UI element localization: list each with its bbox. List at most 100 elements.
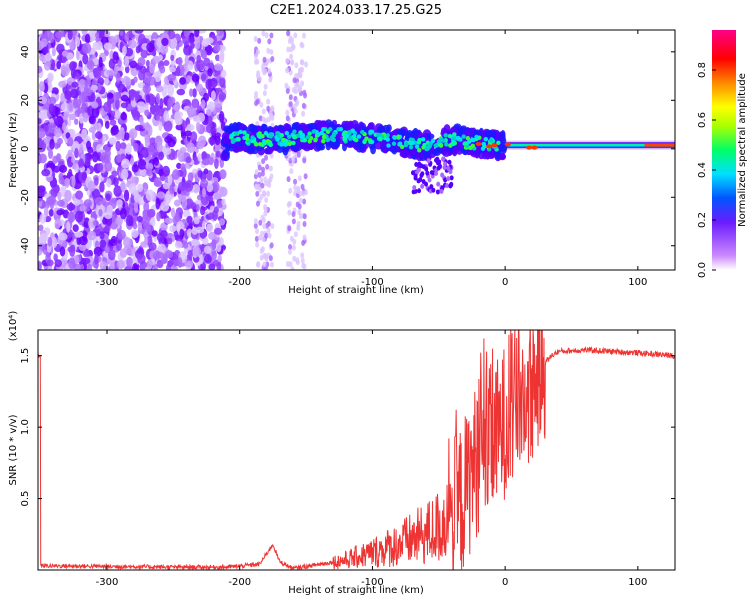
- spectrogram-speckle: [71, 81, 79, 88]
- spectrogram-speckle: [151, 217, 156, 227]
- spectrogram-speckle: [57, 191, 62, 201]
- spectrogram-trace-core: [399, 144, 405, 150]
- spectrogram-trace-blob: [413, 173, 418, 179]
- spectrogram-trace-blob: [500, 145, 507, 154]
- spectrogram-speckle: [163, 120, 173, 132]
- spectrogram-trace-blob: [429, 184, 434, 190]
- spectrogram-speckle: [73, 198, 81, 206]
- spectrogram-speckle: [133, 201, 139, 213]
- spectrogram-speckle: [108, 137, 117, 145]
- spectrogram-speckle: [93, 67, 102, 79]
- spectrogram-speckle: [201, 187, 207, 198]
- spectrogram-trace-core: [422, 142, 427, 148]
- spectrogram-speckle: [92, 219, 99, 227]
- spectrogram-speckle: [177, 57, 183, 66]
- spectrogram-x-label: Height of straight line (km): [288, 285, 424, 296]
- spectrogram-speckle: [115, 216, 123, 226]
- spectrogram-speckle: [67, 137, 74, 147]
- spectrogram-speckle: [260, 182, 265, 189]
- spectrogram-speckle: [255, 241, 260, 248]
- spectrogram-speckle: [81, 128, 88, 141]
- spectrogram-speckle: [170, 54, 175, 62]
- spectrogram-trace-core: [282, 141, 287, 147]
- spectrogram-speckle: [290, 266, 295, 270]
- spectrogram-speckle: [258, 219, 263, 226]
- spectrogram-speckle: [177, 257, 183, 268]
- spectrogram-speckle: [213, 43, 221, 53]
- spectrogram-speckle: [71, 156, 76, 164]
- colorbar-tick-label: 0.8: [697, 62, 708, 78]
- spectrogram-speckle: [147, 208, 156, 218]
- spectrogram-speckle: [106, 69, 115, 76]
- spectrogram-speckle: [65, 132, 71, 139]
- spectrogram-speckle: [137, 159, 147, 170]
- spectrogram-trace-core: [256, 133, 262, 139]
- spectrogram-trace-core: [463, 141, 469, 146]
- spectrogram-speckle: [217, 254, 222, 263]
- spectrogram-trace-core: [416, 140, 422, 145]
- spectrogram-trace-blob: [426, 133, 435, 140]
- spectrogram-speckle: [96, 41, 103, 51]
- spectrogram-speckle: [263, 68, 268, 75]
- spectrogram-speckle: [56, 60, 62, 70]
- spectrogram-speckle: [112, 51, 119, 61]
- spectrogram-speckle: [88, 127, 97, 134]
- spectrogram-trace-core: [321, 127, 326, 132]
- spectrogram-speckle: [255, 120, 260, 127]
- spectrogram-speckle: [129, 157, 135, 166]
- spectrogram-speckle: [289, 168, 294, 175]
- spectrogram-trace-blob: [223, 125, 231, 133]
- spectrogram-trace-core: [396, 134, 401, 139]
- spectrogram-speckle: [182, 120, 187, 130]
- spectrogram-speckle: [200, 205, 206, 216]
- spectrogram-speckle: [187, 249, 193, 261]
- spectrogram-speckle: [261, 63, 266, 70]
- spectrogram-speckle: [40, 85, 45, 92]
- spectrogram-speckle: [187, 172, 194, 183]
- spectrogram-speckle: [128, 183, 137, 194]
- spectrogram-speckle: [67, 211, 76, 223]
- spectrogram-speckle: [152, 263, 158, 270]
- spectrogram-speckle: [59, 246, 66, 257]
- spectrogram-speckle: [195, 226, 205, 234]
- spectrogram-trace-core: [392, 134, 397, 140]
- spectrogram-speckle: [174, 101, 180, 113]
- spectrogram-trace-blob: [416, 178, 421, 184]
- spectrogram-speckle: [103, 101, 112, 113]
- spectrogram-y-tick-label: 0: [20, 146, 31, 152]
- spectrogram-speckle: [287, 248, 292, 255]
- spectrogram-speckle: [300, 183, 305, 190]
- spectrogram-speckle: [296, 185, 301, 192]
- spectrogram-speckle: [47, 122, 56, 134]
- spectrogram-speckle: [52, 155, 59, 164]
- spectrogram-trace-core: [397, 141, 403, 146]
- spectrogram-speckle: [297, 203, 302, 210]
- spectrogram-speckle: [255, 98, 260, 105]
- spectrogram-speckle: [291, 244, 296, 251]
- spectrogram-speckle: [87, 180, 96, 192]
- spectrogram-trace-blob: [446, 176, 451, 182]
- spectrogram-speckle: [290, 59, 295, 66]
- spectrogram-speckle: [131, 164, 139, 173]
- spectrogram-speckle: [302, 198, 307, 205]
- spectrogram-speckle: [268, 110, 273, 117]
- spectrogram-speckle: [113, 176, 119, 187]
- spectrogram-speckle: [216, 30, 224, 36]
- spectrogram-speckle: [40, 41, 45, 49]
- spectrogram-speckle: [133, 193, 142, 203]
- spectrogram-speckle: [79, 204, 86, 212]
- spectrogram-speckle: [43, 206, 49, 218]
- spectrogram-speckle: [39, 213, 47, 224]
- spectrogram-speckle: [195, 121, 201, 132]
- spectrogram-trace-core: [438, 143, 444, 148]
- colorbar: 0.0 0.2 0.4 0.6 0.8 Normalized spectral ampl…: [697, 30, 748, 278]
- snr-plot-area: [38, 330, 675, 570]
- spectrogram-speckle: [200, 193, 209, 206]
- spectrogram-speckle: [94, 196, 104, 206]
- spectrogram-speckle: [124, 132, 130, 141]
- spectrogram-y-label: Frequency (Hz): [8, 112, 19, 188]
- spectrogram-trace-core: [244, 136, 250, 141]
- spectrogram-speckle: [81, 30, 88, 36]
- spectrogram-speckle: [210, 90, 216, 101]
- spectrogram-speckle: [199, 253, 204, 265]
